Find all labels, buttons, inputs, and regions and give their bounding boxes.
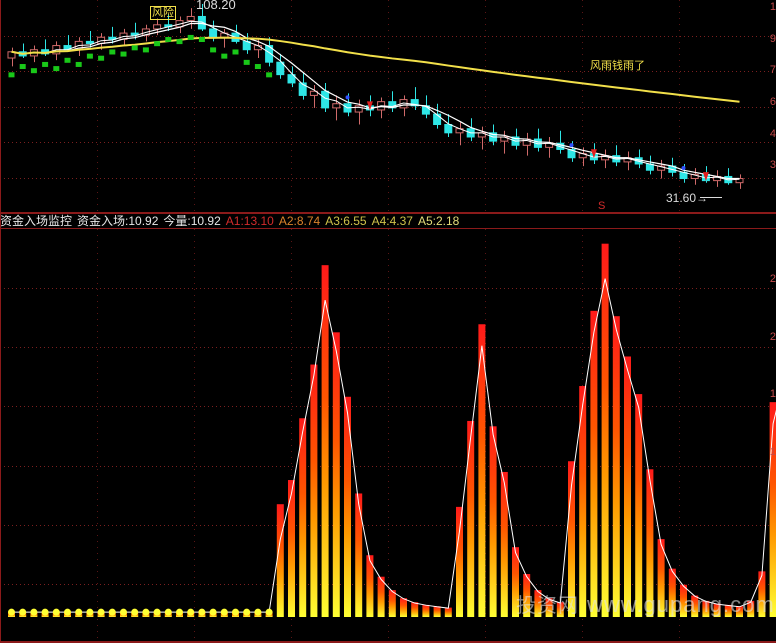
indicator-name: 资金入场监控 bbox=[0, 214, 73, 228]
indicator-field-今量: 今量:10.92 bbox=[163, 214, 221, 228]
axis-label: 6 bbox=[769, 96, 776, 108]
indicator-field-资金入场: 资金入场:10.92 bbox=[77, 214, 159, 228]
arrow-right-icon: → bbox=[696, 191, 709, 205]
indicator-field-A5: A5:2.18 bbox=[417, 214, 460, 228]
volume-indicator-pane[interactable]: 2 2 1 1 bbox=[0, 229, 776, 643]
rain-annotation: 风雨钱雨了 bbox=[590, 60, 645, 72]
pane-divider-top bbox=[0, 213, 776, 214]
pane-divider-end bbox=[0, 641, 776, 642]
axis-label: 4 bbox=[769, 127, 776, 140]
low-price-value: 31.60 bbox=[666, 191, 697, 205]
price-high-label: 108.20 bbox=[196, 0, 236, 12]
indicator-fields: 资金入场:10.92 今量:10.92 A1:13.10 A2:8.74 A3:6.55… bbox=[77, 214, 469, 228]
indicator-field-A4: A4:4.37 bbox=[371, 214, 413, 228]
low-price-annotation: 31.60→ bbox=[666, 192, 708, 204]
indicator-field-A2: A2:8.74 bbox=[278, 214, 321, 228]
axis-label: 7 bbox=[769, 64, 776, 77]
indicator-field-A3: A3:6.55 bbox=[325, 214, 367, 228]
indicator-title-bar[interactable]: 资金入场监控 资金入场:10.92 今量:10.92 A1:13.10 A2:8.74 A… bbox=[0, 214, 776, 229]
risk-annotation: 风险 bbox=[150, 6, 176, 20]
axis-label: 3 bbox=[769, 159, 776, 172]
axis-label: 1 bbox=[769, 445, 776, 458]
crosshair-vertical-line[interactable] bbox=[0, 0, 1, 643]
axis-label: 2 bbox=[769, 273, 776, 285]
volume-bars-plot bbox=[8, 243, 776, 617]
pane-divider-bottom bbox=[0, 228, 776, 229]
candlestick-plot bbox=[7, 4, 744, 198]
price-chart-pane[interactable]: 108.20 风险 风雨钱雨了 31.60→ S 1 9 7 6 4 3 bbox=[0, 0, 776, 213]
axis-label: 2 bbox=[769, 330, 776, 343]
sell-signal-marker: S bbox=[598, 200, 606, 212]
indicator-field-A1: A1:13.10 bbox=[225, 214, 274, 228]
axis-label: 9 bbox=[769, 32, 776, 45]
axis-label: 1 bbox=[769, 388, 776, 400]
axis-label: 1 bbox=[769, 1, 776, 13]
